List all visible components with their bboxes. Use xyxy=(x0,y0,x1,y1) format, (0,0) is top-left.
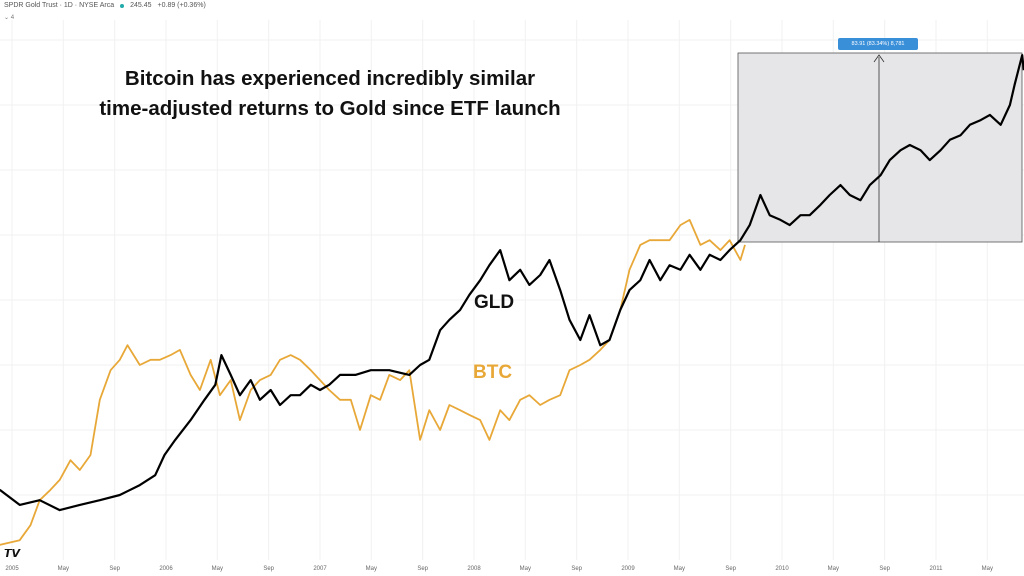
series-label-gld: GLD xyxy=(474,292,515,313)
series-line-gld xyxy=(0,53,1024,512)
x-tick-label: Sep xyxy=(109,566,120,572)
x-tick-label: Sep xyxy=(571,566,582,572)
series-line-btc xyxy=(0,218,746,546)
last-price: 245.45 xyxy=(130,2,152,9)
price-change: +0.89 (+0.36%) xyxy=(157,2,206,9)
x-tick-label: 2008 xyxy=(467,566,481,572)
x-tick-label: May xyxy=(365,566,377,572)
measure-box xyxy=(737,52,1023,243)
x-tick-label: 2009 xyxy=(621,566,635,572)
x-tick-label: May xyxy=(827,566,839,572)
market-status-icon xyxy=(120,3,125,8)
title-line-2: time-adjusted returns to Gold since ETF … xyxy=(99,97,561,120)
chart-header: SPDR Gold Trust · 1D · NYSE Arca 245.45 … xyxy=(4,2,206,9)
series-label-btc: BTC xyxy=(473,362,513,383)
title-line-1: Bitcoin has experienced incredibly simil… xyxy=(124,67,536,90)
x-tick-label: May xyxy=(211,566,223,572)
x-tick-label: 2010 xyxy=(775,566,789,572)
x-tick-label: 2011 xyxy=(929,566,943,572)
measure-label: 83.91 (83.34%) 8,781 xyxy=(838,38,918,50)
indicator-count: 4 xyxy=(10,15,15,21)
x-tick-label: 2006 xyxy=(159,566,173,572)
grid xyxy=(0,20,1024,560)
symbol-title[interactable]: SPDR Gold Trust · 1D · NYSE Arca xyxy=(4,2,115,9)
x-tick-label: Sep xyxy=(879,566,890,572)
tradingview-logo: 𝙏𝙑 xyxy=(4,548,21,560)
indicators-toggle[interactable]: ⌄ 4 xyxy=(4,15,15,21)
x-tick-label: Sep xyxy=(263,566,274,572)
x-tick-label: 2007 xyxy=(313,566,327,572)
x-tick-label: Sep xyxy=(417,566,428,572)
arrow-head-icon xyxy=(873,54,885,63)
x-tick-label: Sep xyxy=(725,566,736,572)
x-tick-label: May xyxy=(981,566,993,572)
x-tick-label: 2005 xyxy=(5,566,19,572)
x-tick-label: May xyxy=(673,566,685,572)
chart-title: Bitcoin has experienced incredibly simil… xyxy=(40,64,620,124)
x-tick-label: May xyxy=(519,566,531,572)
x-tick-label: May xyxy=(57,566,69,572)
